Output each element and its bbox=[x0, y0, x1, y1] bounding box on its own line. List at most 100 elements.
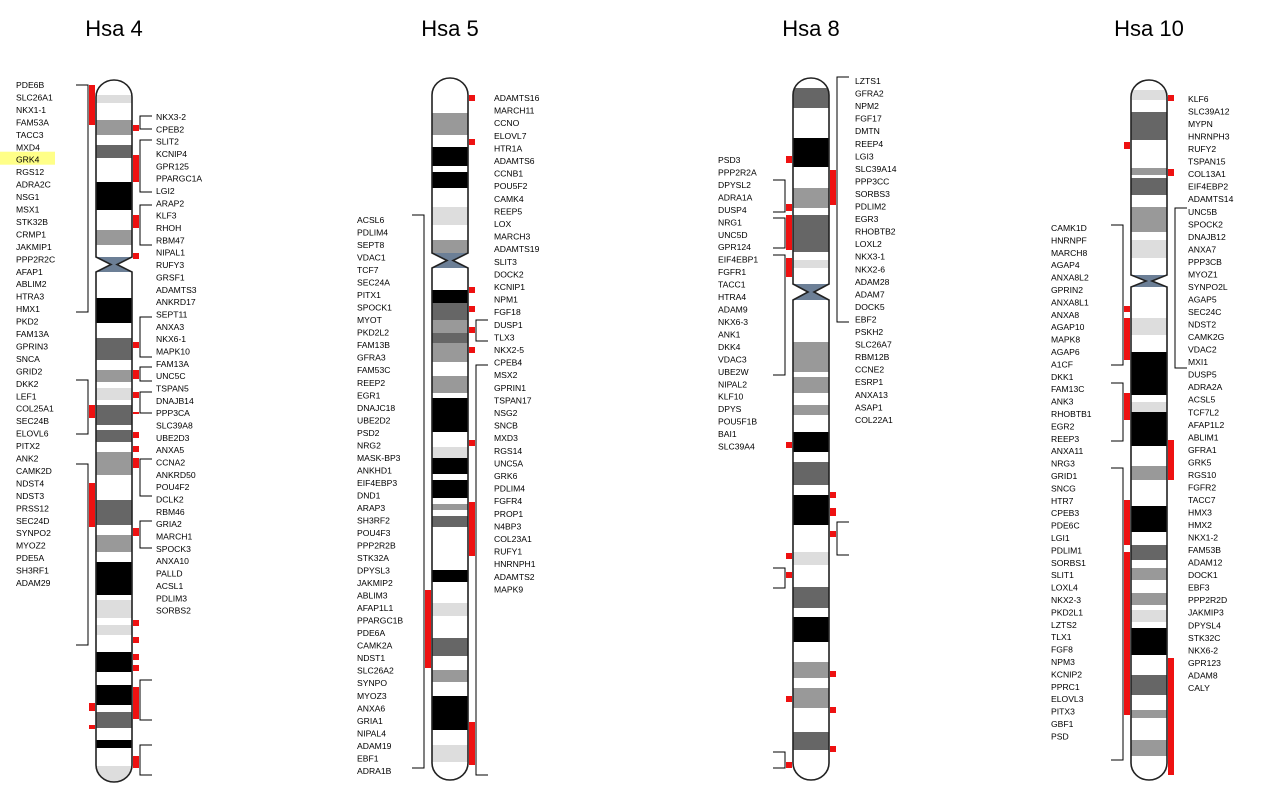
gene-label: SEC24A bbox=[357, 278, 390, 288]
gene-marker bbox=[830, 707, 836, 713]
gene-label: PPRC1 bbox=[1051, 682, 1080, 692]
chromosome-band bbox=[432, 504, 468, 510]
gene-label: DNAJC18 bbox=[357, 403, 395, 413]
gene-label: VDAC1 bbox=[357, 253, 386, 263]
gene-label: MXD3 bbox=[494, 433, 518, 443]
gene-label: SLIT1 bbox=[1051, 570, 1074, 580]
chromosome-panel: Hsa 4 PDE6B SLC26A1 NKX1-1 FAM53A TACC3 MXD4 GR… bbox=[0, 16, 202, 783]
gene-label: EGR2 bbox=[1051, 421, 1075, 431]
gene-label: ADAM8 bbox=[1188, 670, 1218, 680]
chromosome-band bbox=[96, 182, 132, 210]
gene-marker bbox=[133, 253, 139, 259]
gene-label: PKD2L2 bbox=[357, 328, 389, 338]
chromosome-band bbox=[793, 342, 829, 372]
gene-label: LZTS2 bbox=[1051, 620, 1077, 630]
gene-label: TLX3 bbox=[494, 332, 515, 342]
gene-label: RHOBTB2 bbox=[855, 227, 896, 237]
gene-label: COL23A1 bbox=[494, 534, 532, 544]
gene-label: FAM13A bbox=[16, 329, 49, 339]
gene-label: ASAP1 bbox=[855, 402, 883, 412]
gene-bracket bbox=[773, 254, 786, 376]
chromosome-band bbox=[793, 662, 829, 678]
gene-label: MYOT bbox=[357, 315, 383, 325]
gene-marker bbox=[1168, 169, 1174, 176]
gene-label: NKX3-1 bbox=[855, 252, 885, 262]
gene-label: SNCA bbox=[16, 354, 40, 364]
gene-label: UNC5B bbox=[1188, 207, 1217, 217]
gene-label: SLC26A1 bbox=[16, 92, 53, 102]
chromosome-band bbox=[432, 480, 468, 498]
gene-label: STK32A bbox=[357, 553, 389, 563]
chromosome-band bbox=[96, 95, 132, 103]
chromosome-band bbox=[1131, 112, 1167, 140]
gene-marker bbox=[133, 412, 139, 414]
gene-label: GFRA3 bbox=[357, 353, 386, 363]
gene-marker bbox=[133, 155, 139, 182]
gene-marker bbox=[1168, 95, 1174, 101]
gene-label: ACSL6 bbox=[357, 215, 384, 225]
gene-label: LGI1 bbox=[1051, 533, 1070, 543]
chromosome-band bbox=[793, 88, 829, 108]
gene-label: FGFR1 bbox=[718, 267, 746, 277]
gene-bracket bbox=[139, 391, 152, 414]
chromosome-band bbox=[96, 712, 132, 728]
gene-label: ANXA3 bbox=[156, 322, 184, 332]
gene-label: ADAM28 bbox=[855, 277, 890, 287]
gene-label: GBF1 bbox=[1051, 719, 1074, 729]
gene-label: FGF8 bbox=[1051, 645, 1073, 655]
gene-marker bbox=[469, 327, 475, 333]
gene-label: HMX1 bbox=[16, 304, 40, 314]
gene-bracket bbox=[139, 115, 152, 130]
gene-marker bbox=[89, 703, 95, 711]
chromosome-band bbox=[432, 570, 468, 582]
gene-marker bbox=[1124, 393, 1130, 420]
gene-label: ANXA8L2 bbox=[1051, 273, 1089, 283]
gene-marker bbox=[1124, 306, 1130, 312]
gene-label: SPOCK2 bbox=[1188, 219, 1223, 229]
chromosome-band bbox=[1131, 466, 1167, 480]
gene-bracket bbox=[773, 179, 786, 213]
gene-marker bbox=[786, 442, 792, 448]
gene-label: ANKHD1 bbox=[357, 465, 392, 475]
gene-marker bbox=[133, 687, 139, 719]
gene-label: ANXA5 bbox=[156, 445, 184, 455]
chromosome-band bbox=[1131, 628, 1167, 655]
gene-label: PDLIM4 bbox=[357, 228, 388, 238]
chromosome-band bbox=[96, 298, 132, 323]
chromosome-band bbox=[432, 603, 468, 616]
gene-label: GPRIN1 bbox=[494, 383, 526, 393]
gene-label: POU4F3 bbox=[357, 528, 391, 538]
gene-label: NKX1-1 bbox=[16, 105, 46, 115]
gene-label: EBF3 bbox=[1188, 583, 1210, 593]
gene-label: SLC26A2 bbox=[357, 666, 394, 676]
gene-label: FAM53C bbox=[357, 365, 390, 375]
gene-label: SEC24D bbox=[16, 516, 49, 526]
gene-bracket bbox=[773, 751, 786, 769]
gene-label: TACC1 bbox=[718, 280, 746, 290]
gene-label: PSD2 bbox=[357, 428, 380, 438]
gene-label: UBE2D2 bbox=[357, 415, 391, 425]
chromosome-band bbox=[1131, 168, 1167, 175]
gene-label: GPR124 bbox=[718, 242, 751, 252]
gene-label: ESRP1 bbox=[855, 377, 883, 387]
gene-label: NKX6-1 bbox=[156, 334, 186, 344]
gene-marker bbox=[830, 671, 836, 677]
gene-marker bbox=[133, 370, 139, 379]
gene-label: LEF1 bbox=[16, 391, 37, 401]
gene-label: GRK4 bbox=[16, 155, 40, 165]
gene-label: CAMK2D bbox=[16, 466, 52, 476]
gene-marker bbox=[89, 405, 95, 418]
gene-label: CPEB4 bbox=[494, 358, 522, 368]
chromosome-band bbox=[432, 516, 468, 527]
gene-label: PDE6C bbox=[1051, 521, 1080, 531]
chromosome-band bbox=[793, 617, 829, 642]
gene-label: ANKRD17 bbox=[156, 297, 196, 307]
gene-label: REEP3 bbox=[1051, 434, 1079, 444]
chromosome-band bbox=[96, 766, 132, 782]
gene-label: NPM1 bbox=[494, 295, 518, 305]
gene-label: DMTN bbox=[855, 126, 880, 136]
gene-bracket bbox=[139, 458, 152, 497]
gene-label: KLF3 bbox=[156, 211, 177, 221]
gene-label: PALLD bbox=[156, 569, 183, 579]
gene-label: NIPAL2 bbox=[718, 379, 747, 389]
